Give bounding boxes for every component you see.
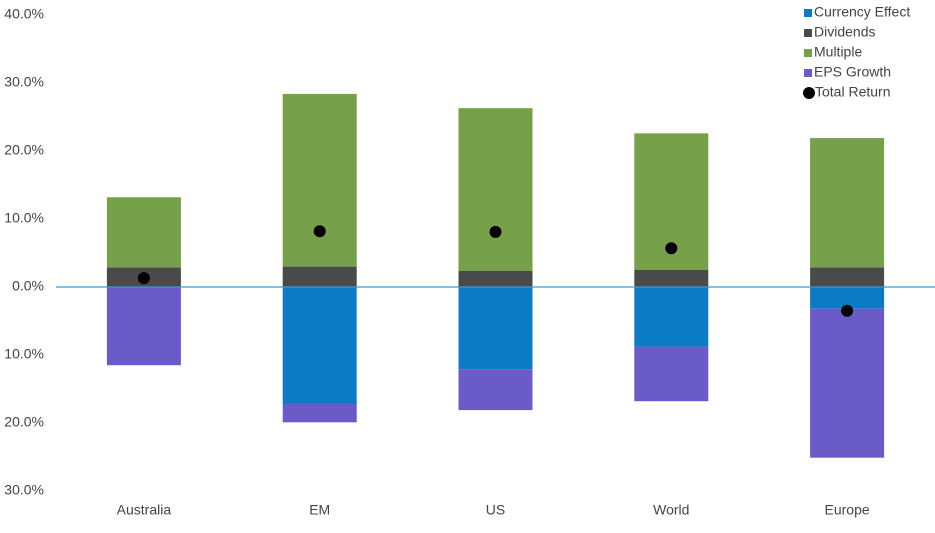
bar-segment bbox=[810, 267, 885, 287]
bar-segment bbox=[458, 369, 533, 411]
x-tick-label: World bbox=[653, 502, 689, 518]
total-dot bbox=[665, 242, 678, 255]
total-dot bbox=[313, 225, 326, 238]
bar-segment bbox=[634, 287, 709, 347]
legend-label: Total Return bbox=[815, 84, 890, 100]
bar-segment bbox=[634, 346, 709, 402]
bar-segment bbox=[282, 93, 357, 267]
legend-swatch bbox=[804, 29, 812, 37]
bar-segment bbox=[458, 287, 533, 370]
y-tick-label: 20.0% bbox=[4, 414, 44, 430]
legend-swatch bbox=[804, 9, 812, 17]
bar-segment bbox=[106, 287, 181, 366]
legend-label: Multiple bbox=[814, 44, 862, 60]
bar-segment bbox=[458, 270, 533, 287]
y-tick-label: 10.0% bbox=[4, 210, 44, 226]
y-tick-label: 40.0% bbox=[4, 6, 44, 22]
x-tick-label: Europe bbox=[825, 502, 870, 518]
y-tick-label: 0.0% bbox=[12, 278, 44, 294]
legend-label: Dividends bbox=[814, 24, 875, 40]
y-tick-label: 30.0% bbox=[4, 482, 44, 498]
y-tick-label: 20.0% bbox=[4, 142, 44, 158]
x-tick-label: EM bbox=[309, 502, 330, 518]
x-tick-label: Australia bbox=[117, 502, 172, 518]
y-tick-label: 10.0% bbox=[4, 346, 44, 362]
bar-segment bbox=[282, 287, 357, 404]
bar-segment bbox=[282, 403, 357, 423]
total-dot bbox=[489, 225, 502, 238]
legend-dot bbox=[803, 87, 815, 99]
bar-segment bbox=[810, 287, 885, 309]
x-tick-label: US bbox=[486, 502, 505, 518]
total-dot bbox=[841, 304, 854, 317]
legend-swatch bbox=[804, 49, 812, 57]
legend-label: EPS Growth bbox=[814, 64, 891, 80]
bar-segment bbox=[282, 266, 357, 287]
bar-segment bbox=[634, 270, 709, 287]
bar-segment bbox=[106, 197, 181, 268]
legend-swatch bbox=[804, 69, 812, 77]
bar-segment bbox=[810, 308, 885, 458]
bar-segment bbox=[458, 108, 533, 271]
bar-segment bbox=[810, 138, 885, 268]
legend-label: Currency Effect bbox=[814, 4, 910, 20]
y-tick-label: 30.0% bbox=[4, 74, 44, 90]
total-dot bbox=[137, 272, 150, 285]
